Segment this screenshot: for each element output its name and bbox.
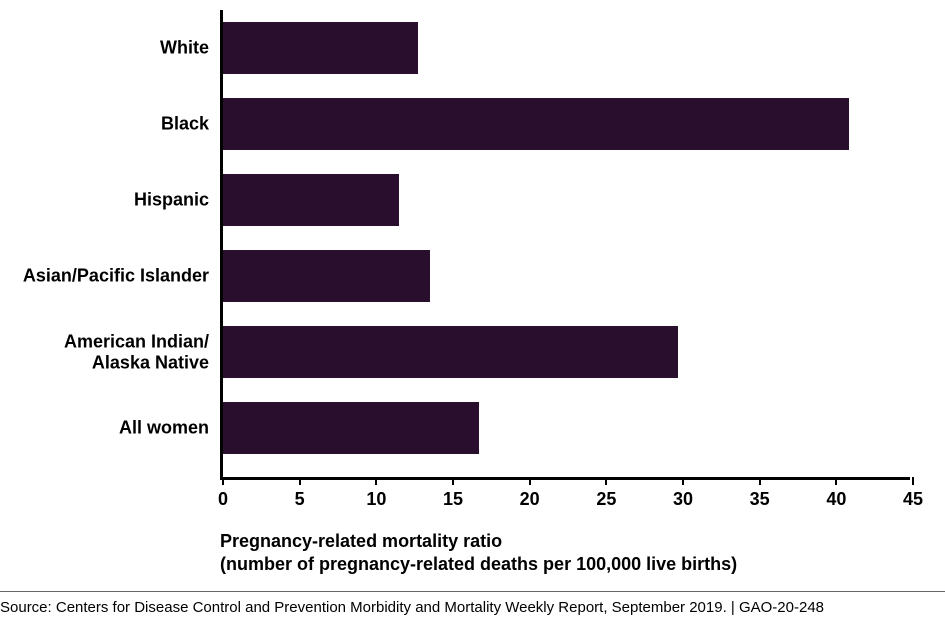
x-tick: [529, 477, 531, 485]
category-label: American Indian/Alaska Native: [19, 331, 209, 372]
category-label: White: [160, 38, 209, 59]
category-label: Asian/Pacific Islander: [23, 266, 209, 287]
x-tick-label: 25: [596, 489, 616, 510]
x-tick-label: 10: [366, 489, 386, 510]
x-tick: [912, 477, 914, 485]
x-tick: [375, 477, 377, 485]
bar-row: All women: [223, 402, 479, 454]
x-tick: [299, 477, 301, 485]
x-axis-title-line1: Pregnancy-related mortality ratio: [220, 530, 737, 553]
bar-row: White: [223, 22, 418, 74]
bar-row: American Indian/Alaska Native: [223, 326, 678, 378]
x-axis-title: Pregnancy-related mortality ratio (numbe…: [220, 530, 737, 577]
plot-area: White Black Hispanic Asian/Pacific Islander…: [220, 10, 910, 480]
bar: [223, 98, 849, 150]
x-tick-label: 40: [826, 489, 846, 510]
category-label: Black: [161, 114, 209, 135]
x-tick: [605, 477, 607, 485]
x-tick: [759, 477, 761, 485]
category-label: All women: [119, 418, 209, 439]
x-tick: [682, 477, 684, 485]
source-citation: Source: Centers for Disease Control and …: [0, 599, 824, 616]
bar-row: Black: [223, 98, 849, 150]
x-tick-label: 5: [295, 489, 305, 510]
x-tick-label: 15: [443, 489, 463, 510]
x-tick: [835, 477, 837, 485]
bar: [223, 250, 430, 302]
bar: [223, 326, 678, 378]
chart-container: White Black Hispanic Asian/Pacific Islander…: [20, 10, 925, 570]
x-tick-label: 0: [218, 489, 228, 510]
x-tick-label: 20: [520, 489, 540, 510]
category-label: Hispanic: [134, 190, 209, 211]
x-axis-title-line2: (number of pregnancy-related deaths per …: [220, 553, 737, 576]
bar-row: Hispanic: [223, 174, 399, 226]
bar: [223, 22, 418, 74]
x-tick-label: 35: [750, 489, 770, 510]
x-tick-label: 45: [903, 489, 923, 510]
x-tick: [222, 477, 224, 485]
x-tick: [452, 477, 454, 485]
bar: [223, 174, 399, 226]
x-tick-label: 30: [673, 489, 693, 510]
source-divider: [0, 591, 945, 592]
bar-row: Asian/Pacific Islander: [223, 250, 430, 302]
bar: [223, 402, 479, 454]
